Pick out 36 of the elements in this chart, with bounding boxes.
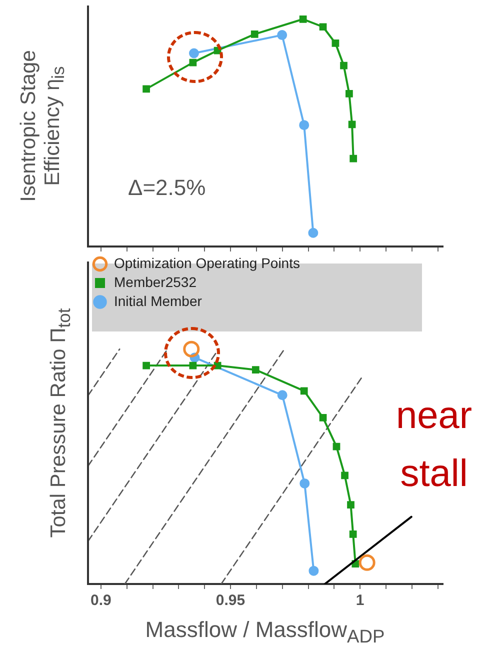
point — [341, 472, 348, 480]
x-tick-label: 0.9 — [90, 592, 112, 610]
point — [350, 154, 358, 162]
point — [252, 366, 260, 374]
point — [348, 120, 356, 128]
point — [300, 478, 310, 488]
x-tick-label: 1 — [356, 592, 364, 610]
point — [277, 390, 288, 400]
point — [299, 15, 307, 23]
point — [346, 90, 353, 98]
point — [188, 48, 199, 58]
point — [142, 85, 150, 93]
point — [340, 62, 348, 70]
point — [308, 228, 318, 238]
point — [189, 362, 197, 370]
point — [319, 414, 327, 422]
point — [332, 40, 340, 47]
legend-label: Initial Member — [114, 292, 202, 309]
annotation: near stall — [394, 394, 474, 496]
x-tick-label: 0.95 — [216, 592, 246, 610]
point — [347, 501, 354, 509]
point — [319, 23, 327, 31]
legend-label: Optimization Operating Points — [114, 254, 300, 271]
point — [250, 30, 258, 38]
point — [308, 566, 319, 576]
point — [358, 554, 376, 571]
point — [142, 362, 150, 370]
point — [300, 387, 308, 395]
legend-label: Member2532 — [114, 274, 197, 290]
point — [277, 30, 288, 40]
x-axis-title: Massflow / Massflow$_{ADP}$ — [144, 617, 386, 648]
annotation: Δ=2.5% — [128, 174, 206, 200]
point — [349, 530, 357, 538]
point — [299, 120, 310, 130]
point — [189, 58, 197, 66]
point — [332, 442, 340, 450]
